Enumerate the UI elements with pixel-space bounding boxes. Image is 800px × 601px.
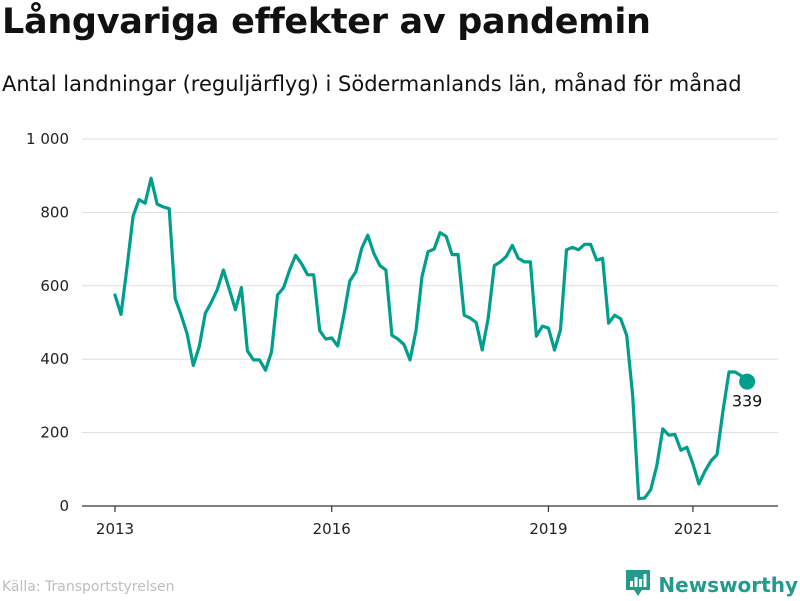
y-tick-label: 200 — [40, 424, 69, 442]
y-tick-label: 400 — [40, 350, 69, 368]
source-note: Källa: Transportstyrelsen — [2, 579, 175, 595]
x-tick-label: 2021 — [674, 520, 712, 538]
brand-name: Newsworthy — [658, 573, 798, 597]
annotation-group: 339 — [732, 373, 763, 411]
y-tick-labels: 0 200 400 600 800 1 000 — [26, 130, 69, 515]
y-tick-label: 800 — [40, 203, 69, 221]
x-tick-label: 2013 — [96, 520, 134, 538]
y-tick-label: 0 — [59, 497, 69, 515]
last-value-label: 339 — [732, 392, 763, 411]
y-tick-label: 1 000 — [26, 130, 69, 148]
x-axis: 2013 2016 2019 2021 — [82, 505, 778, 538]
last-value-marker — [739, 373, 756, 390]
chart-title: Långvariga effekter av pandemin — [2, 2, 651, 42]
grid-lines — [82, 138, 778, 434]
brand-logo[interactable]: Newsworthy — [625, 569, 798, 601]
x-tick-label: 2019 — [529, 520, 567, 538]
series-line — [113, 176, 749, 501]
y-tick-label: 600 — [40, 277, 69, 295]
line-chart: 0 200 400 600 800 1 000 2013 2016 2019 2021 339 — [26, 130, 778, 538]
series-group — [113, 176, 749, 501]
chart-subtitle: Antal landningar (reguljärflyg) i Söderm… — [2, 72, 742, 96]
x-tick-label: 2016 — [313, 520, 351, 538]
bar-chart-logo-icon — [625, 569, 651, 601]
